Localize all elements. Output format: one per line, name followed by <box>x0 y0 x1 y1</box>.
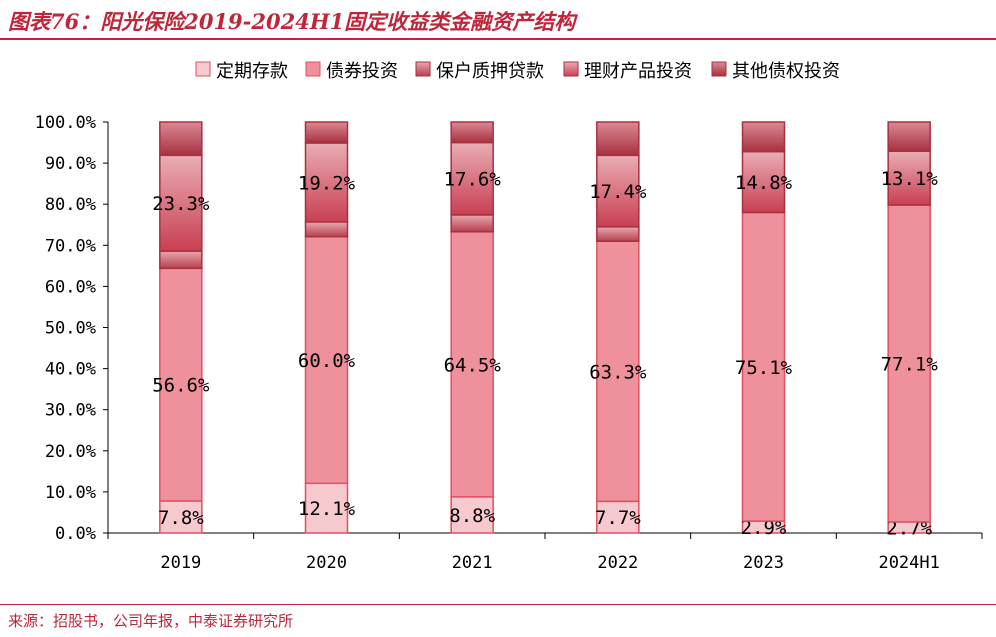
x-tick-label: 2022 <box>597 553 638 573</box>
legend-label: 定期存款 <box>216 61 288 82</box>
data-label: 77.1% <box>881 353 939 375</box>
x-tick-label: 2021 <box>452 553 493 573</box>
bar-segment <box>887 150 931 206</box>
data-label: 17.6% <box>444 169 502 191</box>
bar-segment <box>304 121 349 144</box>
stacked-bar-chart: 0.0% 10.0% 20.0% 30.0% 40.0% 50.0% 60.0% 70.0% 8… <box>35 61 983 573</box>
bar-segment <box>304 482 349 534</box>
bar-segment <box>887 121 931 152</box>
chart-title: 图表76：阳光保险2019-2024H1固定收益类金融资产结构 <box>8 9 576 34</box>
legend-swatch <box>563 61 579 77</box>
legend-label: 理财产品投资 <box>584 61 692 82</box>
y-tick-label: 20.0% <box>45 442 96 462</box>
legend-swatch <box>711 61 727 77</box>
x-tick-label: 2023 <box>743 553 784 573</box>
y-tick-label: 40.0% <box>45 360 96 380</box>
data-label: 13.1% <box>881 168 939 190</box>
bar-segment <box>304 142 349 223</box>
bar-segment <box>304 235 349 485</box>
data-label: 19.2% <box>298 172 356 194</box>
bar-segment <box>159 250 203 270</box>
legend-swatch <box>305 61 321 77</box>
bar-segment <box>159 500 203 534</box>
y-tick-label: 90.0% <box>45 154 96 174</box>
bar-segment <box>596 226 640 242</box>
data-label: 8.8% <box>449 505 495 527</box>
source-divider <box>0 604 996 605</box>
legend-label: 保户质押贷款 <box>436 61 544 82</box>
x-tick-label: 2024H1 <box>878 553 939 573</box>
data-label: 75.1% <box>735 357 793 379</box>
bar-segment <box>450 121 494 144</box>
bar-segment <box>450 496 494 534</box>
data-label: 12.1% <box>298 498 356 520</box>
source-note: 来源：招股书，公司年报，中泰证券研究所 <box>8 612 294 630</box>
bar-segment <box>596 500 640 534</box>
bar-segment <box>450 141 494 216</box>
bar-segment <box>159 121 203 157</box>
bar-segment <box>596 240 640 503</box>
data-label: 2.9% <box>741 517 787 539</box>
data-label: 17.4% <box>589 181 647 203</box>
bar-segment <box>159 154 203 252</box>
bar-segment <box>450 214 494 233</box>
legend-swatch <box>415 61 431 77</box>
legend-label: 其他债权投资 <box>732 61 840 82</box>
y-tick-label: 70.0% <box>45 236 96 256</box>
y-tick-label: 0.0% <box>55 524 96 544</box>
bar-segment <box>741 150 786 214</box>
x-tick-label: 2019 <box>160 553 201 573</box>
data-label: 63.3% <box>589 361 647 383</box>
y-tick-label: 60.0% <box>45 277 96 297</box>
y-tick-label: 50.0% <box>45 319 96 339</box>
data-label: 14.8% <box>735 172 793 194</box>
bar-segment <box>596 154 640 228</box>
data-label: 56.6% <box>152 375 210 397</box>
title-divider <box>0 38 996 40</box>
data-label: 23.3% <box>152 193 210 215</box>
data-label: 64.5% <box>444 354 502 376</box>
bar-segment <box>159 267 203 502</box>
y-tick-label: 100.0% <box>35 113 96 133</box>
y-tick-label: 10.0% <box>45 483 96 503</box>
data-label: 7.8% <box>158 507 204 529</box>
bar-segment <box>304 221 349 238</box>
x-tick-label: 2020 <box>306 553 347 573</box>
data-label: 2.7% <box>886 517 932 539</box>
y-tick-label: 30.0% <box>45 401 96 421</box>
bar-segment <box>741 121 786 153</box>
bar-segment <box>887 204 931 523</box>
y-tick-label: 80.0% <box>45 195 96 215</box>
bar-segment <box>596 121 640 157</box>
data-label: 7.7% <box>595 507 641 529</box>
bar-segment <box>741 211 786 522</box>
legend-label: 债券投资 <box>326 61 398 82</box>
legend-swatch <box>195 61 211 77</box>
data-label: 60.0% <box>298 350 356 372</box>
